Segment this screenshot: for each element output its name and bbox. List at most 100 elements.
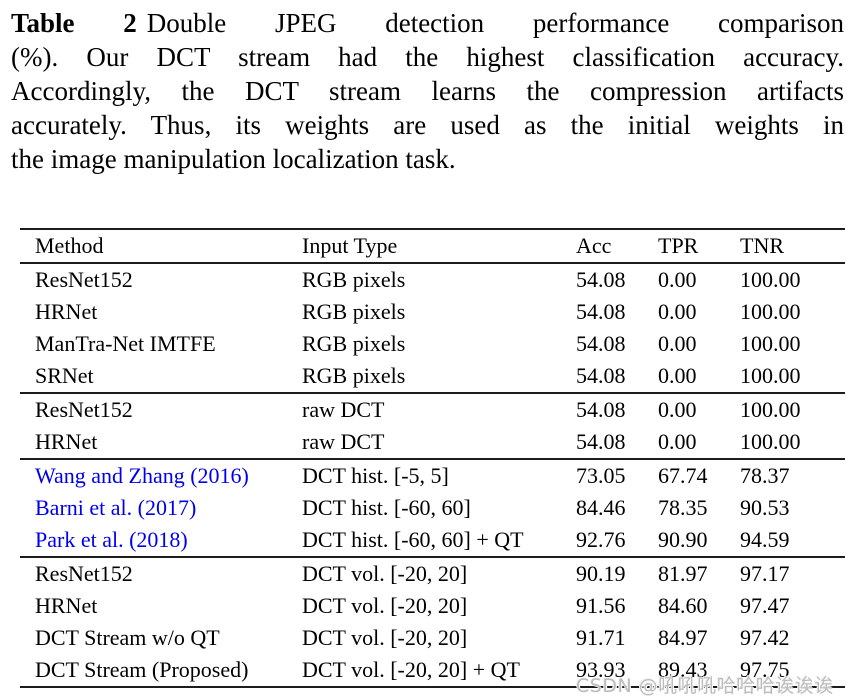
tnr-cell: 100.00 <box>740 429 801 454</box>
acc-cell: 92.76 <box>576 527 626 552</box>
tpr-cell: 78.35 <box>658 495 708 520</box>
acc-cell: 54.08 <box>576 397 626 422</box>
table-row: ResNet152 RGB pixels 54.08 0.00 100.00 <box>20 263 845 296</box>
table-row: Park et al. (2018) DCT hist. [-60, 60] +… <box>20 524 845 557</box>
tpr-cell: 0.00 <box>658 331 697 356</box>
results-table: Method Input Type Acc TPR TNR ResNet152 … <box>20 228 845 688</box>
input-type-cell: DCT hist. [-60, 60] <box>302 495 471 520</box>
caption-line: Table 2 Double JPEG detection performance… <box>11 6 844 40</box>
tnr-cell: 100.00 <box>740 363 801 388</box>
citation-link[interactable]: Wang and Zhang (2016) <box>35 463 249 488</box>
table-header-row: Method Input Type Acc TPR TNR <box>20 229 845 263</box>
table-section-raw-dct: ResNet152 raw DCT 54.08 0.00 100.00 HRNe… <box>20 393 845 459</box>
input-type-cell: DCT vol. [-20, 20] + QT <box>302 657 520 682</box>
tnr-cell: 97.17 <box>740 561 790 586</box>
tnr-cell: 100.00 <box>740 397 801 422</box>
input-type-cell: RGB pixels <box>302 267 406 292</box>
tpr-cell: 0.00 <box>658 363 697 388</box>
table-row: HRNet DCT vol. [-20, 20] 91.56 84.60 97.… <box>20 590 845 622</box>
tpr-cell: 0.00 <box>658 429 697 454</box>
method-cell: ResNet152 <box>35 561 133 586</box>
method-cell: HRNet <box>35 593 98 618</box>
tnr-cell: 97.42 <box>740 625 790 650</box>
table-section-rgb-pixels: ResNet152 RGB pixels 54.08 0.00 100.00 H… <box>20 263 845 393</box>
method-cell: ResNet152 <box>35 267 133 292</box>
tnr-cell: 94.59 <box>740 527 790 552</box>
tnr-cell: 100.00 <box>740 331 801 356</box>
table-row: ResNet152 raw DCT 54.08 0.00 100.00 <box>20 393 845 426</box>
method-cell: ManTra-Net IMTFE <box>35 331 216 356</box>
tpr-cell: 84.97 <box>658 625 708 650</box>
table-row: SRNet RGB pixels 54.08 0.00 100.00 <box>20 360 845 393</box>
table-row: HRNet raw DCT 54.08 0.00 100.00 <box>20 426 845 459</box>
method-cell: Barni et al. (2017) <box>20 492 302 524</box>
acc-cell: 90.19 <box>576 561 626 586</box>
table-row: HRNet RGB pixels 54.08 0.00 100.00 <box>20 296 845 328</box>
method-cell: SRNet <box>35 363 94 388</box>
table-row: DCT Stream w/o QT DCT vol. [-20, 20] 91.… <box>20 622 845 654</box>
caption-line: accurately. Thus, its weights are used a… <box>11 110 844 140</box>
method-cell: HRNet <box>35 299 98 324</box>
input-type-cell: RGB pixels <box>302 363 406 388</box>
tnr-cell: 100.00 <box>740 267 801 292</box>
acc-cell: 91.56 <box>576 593 626 618</box>
acc-cell: 91.71 <box>576 625 626 650</box>
input-type-cell: DCT vol. [-20, 20] <box>302 625 468 650</box>
tpr-cell: 0.00 <box>658 299 697 324</box>
method-cell: DCT Stream w/o QT <box>35 625 220 650</box>
citation-link[interactable]: Barni et al. (2017) <box>35 495 197 520</box>
column-header-tnr: TNR <box>740 233 784 258</box>
table-section-dct-volume: ResNet152 DCT vol. [-20, 20] 90.19 81.97… <box>20 557 845 687</box>
tnr-cell: 97.47 <box>740 593 790 618</box>
caption-line: the image manipulation localization task… <box>11 144 456 174</box>
citation-link[interactable]: Park et al. (2018) <box>35 527 188 552</box>
input-type-cell: RGB pixels <box>302 299 406 324</box>
acc-cell: 54.08 <box>576 267 626 292</box>
method-cell: Park et al. (2018) <box>20 524 302 557</box>
tnr-cell: 78.37 <box>740 463 790 488</box>
table-row: ManTra-Net IMTFE RGB pixels 54.08 0.00 1… <box>20 328 845 360</box>
tnr-cell: 90.53 <box>740 495 790 520</box>
acc-cell: 73.05 <box>576 463 626 488</box>
method-cell: Wang and Zhang (2016) <box>20 459 302 492</box>
tpr-cell: 89.43 <box>658 657 708 682</box>
input-type-cell: DCT hist. [-5, 5] <box>302 463 449 488</box>
acc-cell: 54.08 <box>576 363 626 388</box>
table-header: Method Input Type Acc TPR TNR <box>20 229 845 263</box>
tpr-cell: 0.00 <box>658 267 697 292</box>
caption-text: Double JPEG detection performance compar… <box>146 8 844 38</box>
tpr-cell: 84.60 <box>658 593 708 618</box>
tpr-cell: 67.74 <box>658 463 708 488</box>
input-type-cell: DCT vol. [-20, 20] <box>302 561 468 586</box>
acc-cell: 54.08 <box>576 331 626 356</box>
column-header-input-type: Input Type <box>302 233 398 258</box>
input-type-cell: DCT hist. [-60, 60] + QT <box>302 527 524 552</box>
table-caption-label: Table 2 <box>11 8 137 38</box>
column-header-acc: Acc <box>576 233 612 258</box>
method-cell: HRNet <box>35 429 98 454</box>
tpr-cell: 0.00 <box>658 397 697 422</box>
method-cell: DCT Stream (Proposed) <box>35 657 249 682</box>
table-row: Barni et al. (2017) DCT hist. [-60, 60] … <box>20 492 845 524</box>
acc-cell: 84.46 <box>576 495 626 520</box>
input-type-cell: RGB pixels <box>302 331 406 356</box>
table-row: DCT Stream (Proposed) DCT vol. [-20, 20]… <box>20 654 845 687</box>
tpr-cell: 90.90 <box>658 527 708 552</box>
watermark: CSDN @吼吼吼哈哈哈诶诶诶 <box>576 675 834 697</box>
acc-cell: 54.08 <box>576 429 626 454</box>
caption-line: Accordingly, the DCT stream learns the c… <box>11 76 844 106</box>
tnr-cell: 100.00 <box>740 299 801 324</box>
table-row: ResNet152 DCT vol. [-20, 20] 90.19 81.97… <box>20 557 845 590</box>
caption-line: (%). Our DCT stream had the highest clas… <box>11 42 844 72</box>
tpr-cell: 81.97 <box>658 561 708 586</box>
tnr-cell: 97.75 <box>740 657 790 682</box>
input-type-cell: raw DCT <box>302 397 385 422</box>
acc-cell: 93.93 <box>576 657 626 682</box>
column-header-tpr: TPR <box>658 233 699 258</box>
column-header-method: Method <box>35 233 104 258</box>
table-caption: Table 2 Double JPEG detection performance… <box>11 6 844 176</box>
input-type-cell: DCT vol. [-20, 20] <box>302 593 468 618</box>
table-section-dct-histogram: Wang and Zhang (2016) DCT hist. [-5, 5] … <box>20 459 845 557</box>
input-type-cell: raw DCT <box>302 429 385 454</box>
